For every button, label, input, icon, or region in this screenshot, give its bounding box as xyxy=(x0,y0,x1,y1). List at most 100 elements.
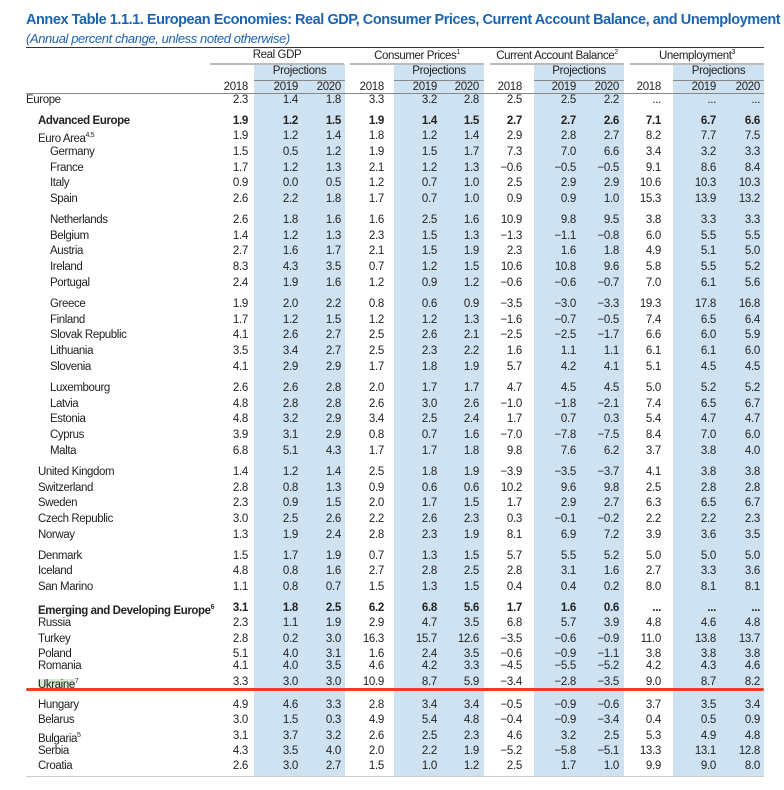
value-cell: 0.2 xyxy=(603,581,619,593)
value-cell: 5.0 xyxy=(645,382,661,394)
value-cell: 1.9 xyxy=(325,550,341,562)
value-cell: 4.6 xyxy=(368,660,384,672)
value-cell: −2.5 xyxy=(500,329,522,341)
value-cell: 5.1 xyxy=(645,361,661,373)
value-cell: 10.9 xyxy=(500,214,522,226)
value-cell: 5.0 xyxy=(645,550,661,562)
value-cell: 1.7 xyxy=(368,193,384,205)
value-cell: 7.0 xyxy=(645,277,661,289)
value-cell: 2.9 xyxy=(506,130,522,142)
value-cell: 2.2 xyxy=(463,345,479,357)
top-rule xyxy=(26,47,764,48)
value-cell: −3.5 xyxy=(500,633,522,645)
value-cell: 1.4 xyxy=(232,466,248,478)
value-cell: 3.9 xyxy=(645,529,661,541)
value-cell: 4.6 xyxy=(700,617,716,629)
value-cell: −0.5 xyxy=(554,162,576,174)
value-cell: 3.5 xyxy=(744,529,760,541)
country-name: Portugal xyxy=(50,277,90,289)
value-cell: 2.6 xyxy=(603,115,619,127)
value-cell: 5.4 xyxy=(421,714,437,726)
value-cell: 2.7 xyxy=(325,329,341,341)
value-cell: 2.0 xyxy=(368,497,384,509)
row-label: Iceland xyxy=(38,564,73,578)
value-cell: 4.7 xyxy=(506,382,522,394)
value-cell: 0.9 xyxy=(282,497,298,509)
value-cell: 3.3 xyxy=(232,676,248,688)
value-cell: 2.8 xyxy=(506,565,522,577)
value-cell: 3.4 xyxy=(421,699,437,711)
value-cell: 4.5 xyxy=(700,361,716,373)
value-cell: 0.7 xyxy=(421,177,437,189)
value-cell: 8.7 xyxy=(700,676,716,688)
group-rule xyxy=(490,63,624,65)
value-cell: 1.7 xyxy=(506,413,522,425)
value-cell: 1.4 xyxy=(282,94,298,106)
value-cell: 1.6 xyxy=(560,602,576,614)
country-name: Switzerland xyxy=(38,482,94,494)
value-cell: −1.0 xyxy=(500,398,522,410)
value-cell: 1.8 xyxy=(421,361,437,373)
value-cell: 1.4 xyxy=(325,466,341,478)
value-cell: 8.0 xyxy=(744,760,760,772)
value-cell: 5.6 xyxy=(744,277,760,289)
country-name: France xyxy=(50,162,84,174)
value-cell: −0.9 xyxy=(554,648,576,660)
value-cell: 2.8 xyxy=(421,565,437,577)
value-cell: 2.5 xyxy=(506,760,522,772)
value-cell: 3.8 xyxy=(645,214,661,226)
country-name: Sweden xyxy=(38,497,78,509)
row-label: Spain xyxy=(50,192,78,206)
value-cell: 2.8 xyxy=(232,633,248,645)
value-cell: 2.3 xyxy=(506,245,522,257)
value-cell: 7.1 xyxy=(645,115,661,127)
value-cell: 2.5 xyxy=(560,94,576,106)
value-cell: 3.1 xyxy=(325,648,341,660)
value-cell: 4.6 xyxy=(744,660,760,672)
red-annotation-line xyxy=(26,688,764,691)
value-cell: 4.0 xyxy=(325,745,341,757)
value-cell: 6.3 xyxy=(645,497,661,509)
value-cell: 5.9 xyxy=(463,676,479,688)
value-cell: 9.5 xyxy=(603,214,619,226)
value-cell: 9.6 xyxy=(603,261,619,273)
value-cell: 6.1 xyxy=(645,345,661,357)
country-name: Finland xyxy=(50,314,85,326)
value-cell: 0.8 xyxy=(368,298,384,310)
value-cell: 1.6 xyxy=(325,565,341,577)
value-cell: 2.7 xyxy=(325,760,341,772)
value-cell: 1.5 xyxy=(463,581,479,593)
value-cell: 4.0 xyxy=(282,660,298,672)
value-cell: 4.2 xyxy=(645,660,661,672)
value-cell: 2.5 xyxy=(421,413,437,425)
value-cell: 2.6 xyxy=(421,329,437,341)
value-cell: 1.3 xyxy=(463,162,479,174)
value-cell: 3.4 xyxy=(645,146,661,158)
value-cell: 2.2 xyxy=(645,513,661,525)
value-cell: 2.4 xyxy=(421,648,437,660)
value-cell: 1.3 xyxy=(325,482,341,494)
row-label: Ukraine7 xyxy=(38,675,79,692)
value-cell: 1.8 xyxy=(463,445,479,457)
value-cell: 3.1 xyxy=(560,565,576,577)
value-cell: 6.8 xyxy=(232,445,248,457)
value-cell: 3.6 xyxy=(700,529,716,541)
value-cell: −5.8 xyxy=(554,745,576,757)
value-cell: 5.2 xyxy=(744,382,760,394)
value-cell: 3.0 xyxy=(325,676,341,688)
value-cell: 4.3 xyxy=(700,660,716,672)
value-cell: −0.6 xyxy=(500,277,522,289)
row-label: Switzerland xyxy=(38,481,93,495)
value-cell: 1.3 xyxy=(325,230,341,242)
value-cell: 1.4 xyxy=(463,130,479,142)
value-cell: 1.7 xyxy=(232,162,248,174)
country-name: Malta xyxy=(50,445,77,457)
value-cell: −5.2 xyxy=(597,660,619,672)
value-cell: 1.5 xyxy=(325,314,341,326)
value-cell: 1.6 xyxy=(506,345,522,357)
country-name: Italy xyxy=(50,177,70,189)
group-label: Unemployment xyxy=(658,49,732,62)
value-cell: 2.6 xyxy=(368,730,384,742)
value-cell: −0.2 xyxy=(597,513,619,525)
country-name: Germany xyxy=(50,146,95,158)
